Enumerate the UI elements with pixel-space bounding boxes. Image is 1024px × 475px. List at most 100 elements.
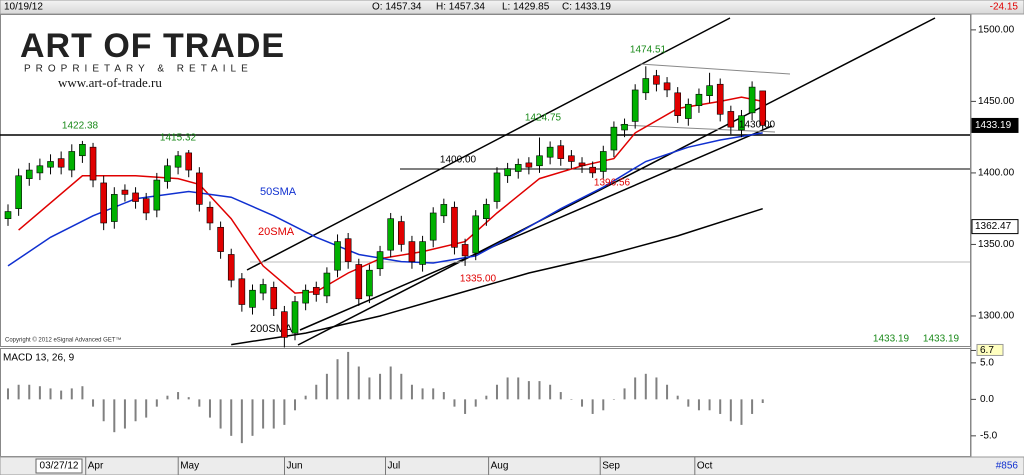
candle-body [536, 155, 543, 167]
header-high: H: 1457.34 [436, 2, 485, 13]
macd-bar [81, 386, 84, 400]
macd-bar [70, 388, 73, 400]
copyright: Copyright © 2012 eSignal Advanced GET™ [5, 337, 122, 344]
macd-bar [400, 373, 403, 400]
candle-body [111, 194, 118, 222]
candle-body [716, 83, 724, 115]
y-tick-label: 6.7 [980, 345, 994, 356]
candle-body [36, 165, 44, 174]
candle-body [174, 155, 182, 168]
macd-title: MACD 13, 26, 9 [3, 353, 75, 364]
candle-body [291, 301, 299, 334]
trend-line [299, 125, 773, 331]
candle-body [514, 164, 522, 172]
macd-bar [357, 366, 360, 400]
annotation: 1474.51 [630, 45, 667, 56]
triangle-line [639, 63, 791, 75]
price-tag-label: 1433.19 [975, 120, 1012, 131]
candle-body [748, 86, 756, 114]
candle-body [164, 165, 171, 182]
macd-bar [474, 399, 477, 407]
macd-bar [187, 397, 190, 400]
x-tick-label: Apr [88, 461, 104, 472]
candle-body [57, 158, 65, 168]
macd-bar [389, 366, 392, 400]
macd-bar [283, 399, 286, 425]
candle-body [25, 169, 33, 179]
candle-body [738, 115, 745, 131]
candle-body [685, 103, 692, 119]
macd-bar [442, 392, 445, 400]
candle-body [621, 123, 628, 131]
candle-body [249, 289, 256, 308]
candle-body [206, 206, 214, 224]
candle-body [344, 238, 352, 262]
candle-body [429, 212, 437, 241]
annotation: 1424.75 [525, 113, 562, 124]
macd-bar [230, 399, 233, 436]
macd-bar [102, 399, 105, 422]
candle-body [642, 78, 650, 94]
candle-body [142, 198, 150, 214]
last-value: 1433.19 [873, 334, 910, 345]
macd-bar [719, 399, 722, 414]
candle-body [185, 152, 193, 171]
x-tick-label: Sep [602, 461, 620, 472]
macd-bar [92, 399, 95, 407]
header-change: -24.15 [990, 2, 1019, 13]
candle-body [557, 145, 565, 159]
candle-body [472, 215, 480, 254]
candle-body [89, 146, 97, 181]
macd-bar [208, 399, 211, 418]
candle-body [47, 161, 54, 168]
candle-body [546, 146, 554, 158]
candle-body [483, 204, 490, 219]
sma-line [18, 96, 763, 294]
candle-body [461, 244, 469, 257]
candle-body [610, 126, 618, 151]
macd-bar [113, 399, 116, 433]
candle-body [238, 278, 246, 305]
candle-body [15, 175, 22, 209]
macd-bar [336, 359, 339, 400]
annotation: 1335.00 [460, 274, 497, 285]
macd-bar [198, 399, 201, 407]
candle-body [4, 211, 12, 219]
header-date: 10/19/12 [4, 2, 43, 13]
macd-bar [294, 399, 297, 411]
candle-body [504, 168, 511, 177]
macd-bar [240, 399, 243, 444]
x-tick-label: May [180, 461, 199, 472]
y-tick-label: -5.0 [980, 430, 998, 441]
sma-label: 20SMA [258, 226, 295, 238]
macd-bar [591, 399, 594, 414]
candle-body [132, 192, 139, 202]
candle-body [525, 162, 533, 168]
price-tag-label: 1362.47 [975, 221, 1012, 232]
macd-bar [49, 388, 52, 400]
candle-body [440, 204, 448, 217]
macd-bar [347, 351, 350, 400]
x-tick-label: Oct [697, 461, 713, 472]
candle-body [578, 162, 586, 167]
header-low: L: 1429.85 [502, 2, 550, 13]
macd-bar [272, 399, 275, 429]
macd-bar [527, 381, 530, 400]
macd-bar [134, 399, 137, 422]
y-tick-label: 1400.00 [978, 168, 1015, 179]
macd-bar [315, 384, 318, 400]
macd-bar [655, 377, 658, 400]
macd-bar [410, 384, 413, 400]
macd-bar [379, 373, 382, 400]
candle-body [589, 166, 596, 174]
macd-bar [251, 399, 254, 436]
price-tag [971, 219, 1019, 235]
trend-lines [0, 17, 970, 346]
candle-body [408, 241, 416, 262]
macd-bar [751, 399, 754, 414]
y-tick-label: 5.0 [980, 358, 994, 369]
sma-line [231, 207, 763, 346]
candle-body [259, 284, 267, 294]
macd-bar [17, 384, 20, 400]
